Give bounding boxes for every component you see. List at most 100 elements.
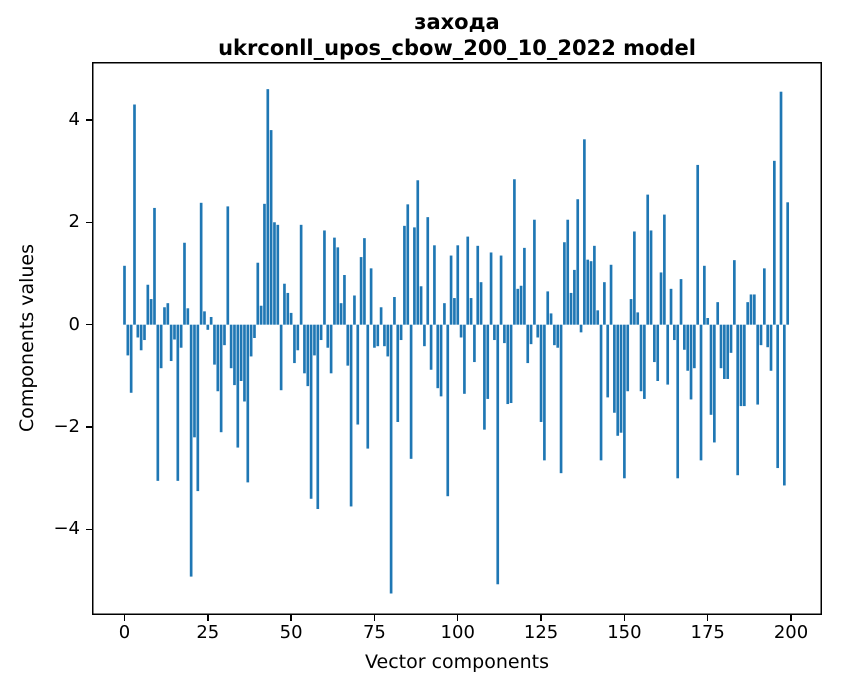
bar bbox=[606, 324, 610, 398]
bar bbox=[233, 324, 236, 386]
x-tick-label: 175 bbox=[690, 622, 725, 643]
x-tick-label: 75 bbox=[362, 622, 386, 643]
bar bbox=[276, 224, 280, 325]
x-tick-mark bbox=[623, 615, 626, 621]
bar bbox=[599, 324, 603, 461]
bar bbox=[199, 202, 203, 325]
bar bbox=[426, 217, 430, 325]
bar bbox=[469, 298, 473, 325]
bar bbox=[679, 279, 683, 325]
bar bbox=[389, 324, 393, 594]
x-tick-label: 150 bbox=[607, 622, 642, 643]
bar bbox=[489, 252, 493, 325]
bar bbox=[516, 288, 520, 325]
bar bbox=[149, 299, 153, 325]
bar bbox=[766, 324, 770, 348]
y-tick-mark bbox=[86, 323, 92, 326]
bar bbox=[609, 264, 613, 325]
bar bbox=[126, 324, 130, 356]
bar bbox=[439, 324, 443, 397]
bar bbox=[269, 130, 273, 325]
bar bbox=[456, 245, 460, 325]
bar bbox=[339, 303, 343, 325]
x-tick-mark bbox=[373, 615, 376, 621]
bar bbox=[636, 312, 640, 325]
bar bbox=[169, 324, 173, 362]
bar bbox=[183, 242, 186, 325]
bar bbox=[346, 324, 350, 366]
bar bbox=[216, 324, 220, 392]
bar bbox=[546, 291, 550, 325]
bar bbox=[349, 324, 353, 507]
bar bbox=[206, 324, 210, 330]
x-tick-label: 125 bbox=[523, 622, 559, 643]
x-tick-mark bbox=[706, 615, 709, 621]
bar bbox=[693, 324, 696, 369]
bar bbox=[139, 324, 143, 351]
x-tick-label: 50 bbox=[279, 622, 303, 643]
bar bbox=[773, 160, 776, 325]
bar bbox=[603, 282, 606, 325]
bar bbox=[193, 324, 196, 438]
y-tick-mark bbox=[86, 119, 92, 121]
bar bbox=[739, 324, 743, 407]
x-tick-label: 25 bbox=[196, 622, 220, 643]
bar bbox=[639, 324, 643, 392]
bar bbox=[656, 324, 660, 381]
bar bbox=[156, 324, 160, 481]
bar bbox=[569, 292, 573, 325]
y-tick-label: 2 bbox=[68, 211, 80, 233]
y-tick-mark bbox=[86, 221, 92, 224]
bar bbox=[136, 324, 140, 338]
bar bbox=[629, 299, 633, 325]
bar bbox=[196, 324, 200, 492]
bar bbox=[219, 324, 223, 433]
bar bbox=[549, 313, 553, 325]
bar bbox=[256, 262, 260, 325]
bar bbox=[626, 324, 630, 392]
bar bbox=[576, 199, 580, 325]
bar bbox=[376, 324, 380, 347]
bar bbox=[683, 324, 686, 350]
bar bbox=[366, 324, 370, 449]
bar bbox=[223, 324, 226, 346]
bar bbox=[209, 316, 213, 325]
bar bbox=[709, 324, 713, 415]
bar bbox=[579, 324, 583, 333]
plot-frame bbox=[92, 62, 822, 615]
bar bbox=[496, 324, 500, 585]
x-tick-label: 0 bbox=[118, 622, 131, 643]
bar bbox=[153, 207, 156, 325]
bar bbox=[423, 324, 426, 347]
bar bbox=[319, 324, 323, 341]
bar bbox=[593, 245, 596, 325]
bar bbox=[146, 284, 150, 325]
chart-title: захода ukrconll_upos_cbow_200_10_2022 mo… bbox=[92, 9, 822, 61]
bar bbox=[236, 324, 240, 448]
y-tick-mark bbox=[86, 426, 92, 428]
bar bbox=[566, 219, 570, 325]
bar bbox=[746, 302, 750, 325]
chart-title-model: ukrconll_upos_cbow_200_10_2022 model bbox=[218, 36, 696, 60]
bar bbox=[433, 245, 436, 325]
bar bbox=[659, 272, 663, 325]
bar bbox=[303, 324, 306, 374]
bar bbox=[249, 324, 253, 357]
x-tick-mark bbox=[123, 615, 126, 621]
plot-area bbox=[92, 62, 822, 615]
bar bbox=[123, 265, 126, 325]
bar bbox=[713, 324, 716, 443]
bar bbox=[776, 324, 780, 469]
bar bbox=[719, 324, 723, 369]
bar bbox=[336, 247, 340, 325]
bar bbox=[289, 312, 293, 325]
bar bbox=[519, 285, 523, 325]
bar bbox=[479, 282, 483, 325]
bar bbox=[733, 260, 736, 325]
bar bbox=[759, 324, 763, 346]
bar bbox=[486, 324, 490, 399]
bar bbox=[369, 268, 373, 325]
bar bbox=[573, 269, 576, 325]
bar bbox=[763, 268, 766, 325]
bar bbox=[786, 202, 790, 325]
